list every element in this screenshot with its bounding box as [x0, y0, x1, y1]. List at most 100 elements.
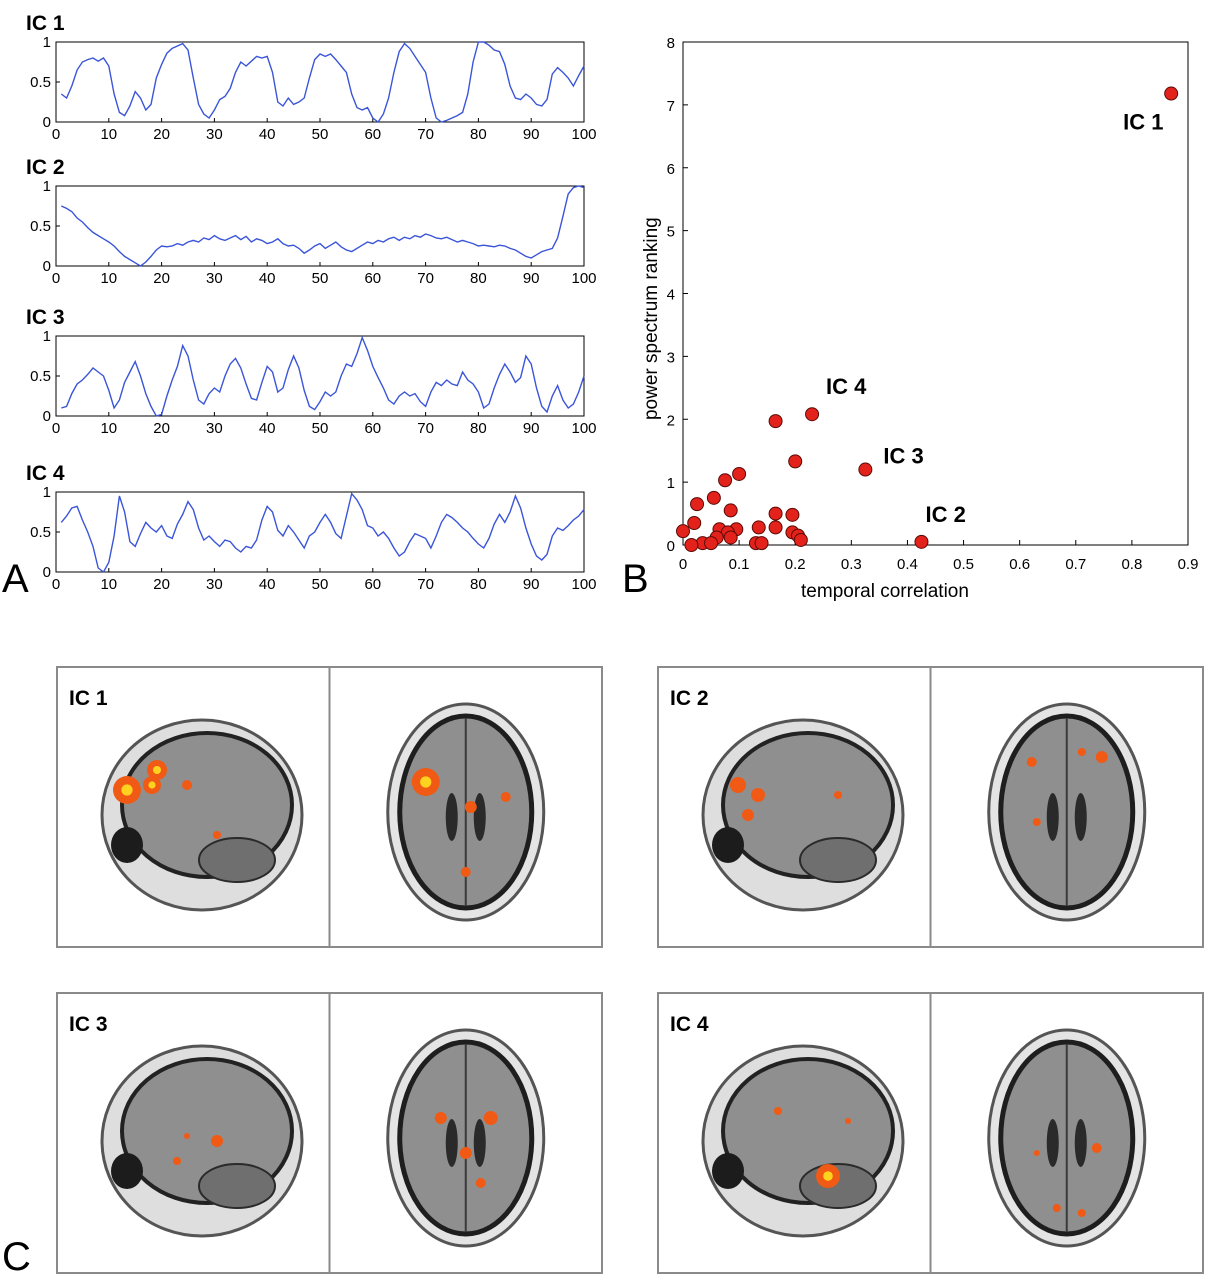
x-tick-label: 40: [259, 420, 276, 437]
x-tick-label: 30: [206, 270, 223, 287]
y-tick-label: 0.5: [30, 368, 51, 385]
scatter-point: [768, 520, 783, 535]
x-tick-label: 70: [417, 576, 434, 593]
y-tick-label: 7: [667, 98, 675, 115]
activation-blob: [1026, 757, 1037, 767]
brain-panel-ic1: IC 1: [56, 666, 603, 948]
scatter-point: [723, 530, 738, 545]
timecourse-title: IC 4: [26, 462, 65, 485]
x-tick-label: 60: [364, 420, 381, 437]
x-tick-label: 90: [523, 420, 540, 437]
activation-blob: [459, 1147, 472, 1159]
activation-blob: [460, 867, 471, 877]
x-tick-label: 20: [153, 126, 170, 143]
sagittal-slice-image: [100, 1044, 304, 1238]
x-tick-label: 0.4: [897, 556, 918, 573]
timecourse-plot-ic2: IC 2 0 10 20 30 40 50 60 70 80 90 100 0 0.5 1: [26, 156, 597, 287]
scatter-point: [914, 534, 929, 549]
activation-blob: [742, 809, 754, 821]
activation-blob: [1077, 1209, 1086, 1217]
activation-blob: [184, 1133, 190, 1139]
x-tick-label: 0.5: [953, 556, 974, 573]
x-tick-label: 90: [523, 126, 540, 143]
scatter-point: [751, 520, 766, 535]
x-tick-label: 50: [312, 270, 329, 287]
activation-blob: [500, 792, 511, 802]
activation-blob: [213, 831, 221, 839]
axial-slice-image: [386, 702, 546, 922]
x-tick-label: 40: [259, 126, 276, 143]
timecourse-line: [61, 335, 585, 417]
activation-blob: [182, 780, 192, 790]
scatter-point: [785, 507, 800, 522]
brain-panel-label: IC 1: [69, 687, 108, 710]
timecourse-line: [61, 185, 585, 267]
left-ventricle: [445, 793, 458, 841]
axial-slice-image: [987, 702, 1147, 922]
right-ventricle: [473, 793, 486, 841]
sagittal-slice-image: [701, 718, 905, 912]
x-tick-label: 30: [206, 126, 223, 143]
scatter-point: [704, 536, 719, 551]
x-tick-label: 0.6: [1009, 556, 1030, 573]
activation-blob: [1032, 818, 1041, 826]
panel-c-brain-maps: IC 1 IC 2 IC 3 IC 4: [56, 666, 1204, 1274]
scatter-point: [768, 506, 783, 521]
x-tick-label: 70: [417, 126, 434, 143]
activation-blob: [834, 791, 842, 799]
sagittal-slice-image: [701, 1044, 905, 1238]
eye-socket: [712, 827, 744, 863]
x-tick-label: 10: [100, 126, 117, 143]
y-tick-label: 5: [667, 224, 675, 241]
x-tick-label: 100: [571, 576, 596, 593]
y-tick-label: 0: [43, 408, 51, 425]
activation-blob: [845, 1118, 851, 1124]
timecourse-plot-ic1: IC 1 0 10 20 30 40 50 60 70 80 90 100 0 0.5 1: [26, 12, 597, 143]
x-tick-label: 20: [153, 420, 170, 437]
brain-panel-ic2: IC 2: [657, 666, 1204, 948]
y-tick-label: 1: [43, 484, 51, 501]
activation-blob: [475, 1178, 486, 1188]
right-ventricle: [473, 1119, 486, 1167]
x-tick-label: 0.3: [841, 556, 862, 573]
x-tick-label: 0.1: [729, 556, 750, 573]
activation-blob: [483, 1111, 498, 1125]
plot-frame: [55, 491, 585, 573]
y-axis-title: power spectrum ranking: [641, 217, 662, 420]
timecourse-title: IC 3: [26, 306, 65, 329]
y-tick-label: 1: [667, 475, 675, 492]
right-ventricle: [1074, 793, 1087, 841]
scatter-point: [690, 497, 705, 512]
y-tick-label: 1: [43, 328, 51, 345]
scatter-point: [706, 490, 721, 505]
panel-b-scatter: 0 0.1 0.2 0.3 0.4 0.5 0.6 0.7 0.8 0.9 0 1 2 3 4 5 6 7 8 tem…: [641, 35, 1198, 602]
scatter-point: [788, 454, 803, 469]
activation-blob: [1033, 1150, 1040, 1156]
scatter-point: [684, 538, 699, 552]
x-tick-label: 90: [523, 576, 540, 593]
scatter-point: [687, 515, 702, 530]
y-tick-label: 0: [43, 258, 51, 275]
x-tick-label: 50: [312, 576, 329, 593]
activation-blob: [1077, 748, 1086, 756]
x-axis-title: temporal correlation: [801, 581, 969, 602]
activation-blob: [1052, 1204, 1061, 1212]
timecourse-line: [60, 492, 585, 574]
x-tick-label: 60: [364, 270, 381, 287]
x-tick-label: 20: [153, 270, 170, 287]
x-tick-label: 30: [206, 420, 223, 437]
timecourse-title: IC 1: [26, 12, 65, 35]
x-tick-label: 10: [100, 420, 117, 437]
plot-frame: [55, 185, 585, 267]
x-tick-label: 0.9: [1178, 556, 1199, 573]
activation-peak: [153, 766, 161, 774]
point-label: IC 3: [883, 444, 923, 469]
y-tick-label: 3: [667, 349, 675, 366]
scatter-point: [768, 414, 783, 429]
x-tick-label: 80: [470, 126, 487, 143]
x-tick-label: 0.2: [785, 556, 806, 573]
eye-socket: [111, 1153, 143, 1189]
x-tick-label: 0: [52, 126, 60, 143]
activation-blob: [434, 1112, 447, 1124]
scatter-point: [793, 532, 808, 547]
